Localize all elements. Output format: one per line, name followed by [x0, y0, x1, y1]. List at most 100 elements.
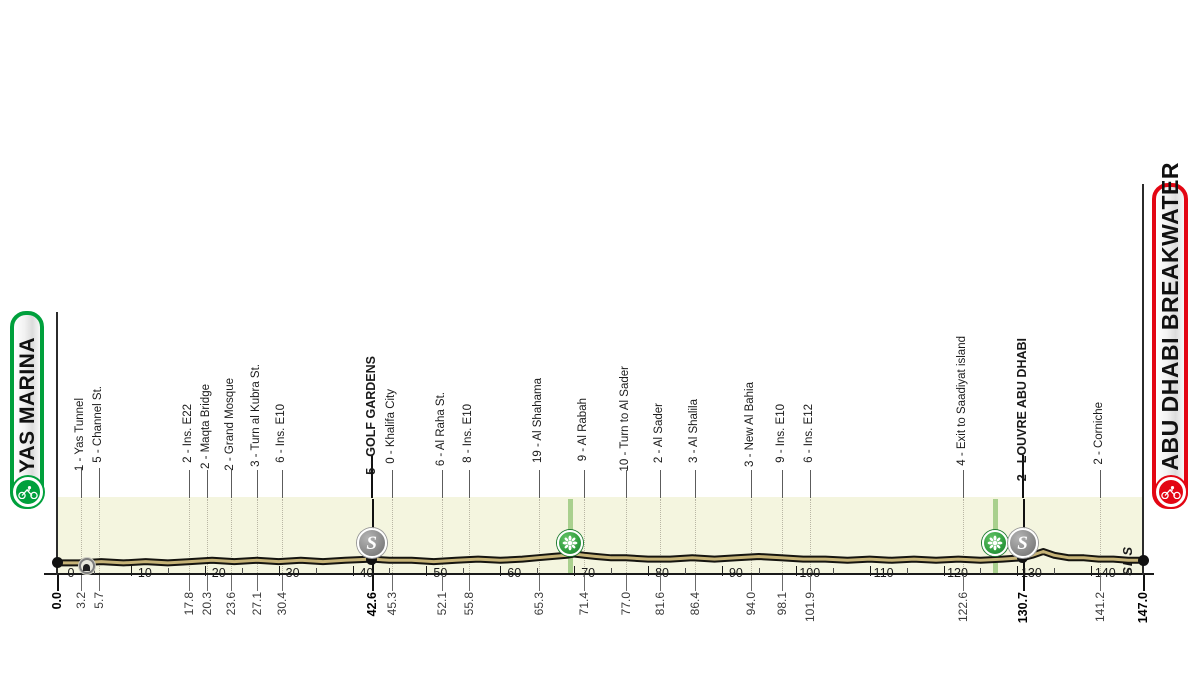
axis-tick-minor [1128, 568, 1130, 574]
axis-tick-label: 70 [581, 566, 596, 580]
poi-stem [206, 470, 208, 498]
axis-tick-minor [906, 568, 908, 574]
poi-label: 2 - Corniche [1093, 402, 1106, 465]
km-label-tick [206, 575, 208, 591]
km-distance-label: 77.0 [618, 592, 633, 616]
poi-label: 2 - LOUVRE ABU DHABI [1014, 338, 1029, 482]
km-label-tick [751, 575, 753, 591]
km-distance-label: 98.1 [774, 592, 789, 616]
poi-stem [695, 470, 697, 498]
axis-tick-label: 80 [655, 566, 669, 580]
km-label-tick [441, 575, 443, 591]
poi-label: 4 - Exit to Saadiyat island [955, 336, 968, 466]
km-label-tick [962, 575, 964, 591]
km-distance-label: 45.3 [384, 592, 399, 616]
axis-tick-major [130, 566, 132, 576]
km-distance-label: 52.1 [434, 592, 449, 616]
axis-tick-minor [241, 568, 243, 574]
poi-stem [281, 470, 283, 498]
poi-stem [231, 470, 233, 498]
poi-inner-guide [99, 499, 101, 573]
poi-label: 3 - Turn al Kubra St. [250, 364, 263, 467]
km-distance-label: 94.0 [744, 592, 759, 616]
poi-label: 6 - Ins. E12 [802, 404, 815, 463]
poi-inner-guide [962, 499, 965, 573]
start-town-banner[interactable]: 5 - YAS MARINA [10, 311, 44, 509]
poi-stem [469, 470, 471, 498]
axis-tick-label: 40 [359, 566, 374, 580]
axis-tick-label: 30 [285, 566, 300, 580]
km-label-tick [1022, 575, 1025, 591]
sprint-s-icon[interactable]: S [356, 528, 387, 558]
axis-tick-minor [758, 568, 760, 574]
sds-watermark: SDS [1120, 546, 1135, 576]
finish-town-label: 5 - ABU DHABI BREAKWATER [1156, 162, 1183, 505]
km-label-tick [281, 575, 283, 591]
poi-inner-guide [188, 499, 191, 573]
poi-stem [1100, 470, 1102, 498]
axis-tick-major [500, 566, 502, 576]
poi-stem [80, 468, 82, 498]
km-distance-label: 147.0 [1136, 592, 1150, 624]
km-distance-label: 0.0 [50, 592, 64, 610]
finish-town-banner[interactable]: 5 - ABU DHABI BREAKWATER [1152, 162, 1188, 509]
poi-stem [962, 470, 964, 498]
poi-stem [391, 470, 393, 498]
axis-tick-major [278, 566, 280, 576]
axis-tick-major [721, 566, 723, 576]
km-label-tick [371, 575, 374, 591]
rosette-glyph [987, 535, 1003, 551]
poi-label: 0 - Khalifa City [384, 389, 397, 464]
poi-label: 3 - Al Shalila [688, 399, 701, 463]
sprint-s-icon[interactable]: S [1007, 528, 1038, 558]
poi-label: 5 - Channel St. [92, 386, 105, 463]
poi-stem [781, 470, 783, 498]
axis-tick-minor [684, 568, 686, 574]
axis-tick-minor [315, 568, 317, 574]
axis-tick-label: 50 [433, 566, 448, 580]
km-distance-label: 71.4 [577, 592, 592, 616]
poi-inner-guide [441, 499, 444, 573]
poi-label: 6 - Al Raha St. [434, 392, 447, 467]
poi-stem [99, 468, 101, 498]
poi-inner-guide [695, 499, 697, 573]
tunnel-icon[interactable] [78, 558, 95, 574]
km-distance-label: 65.3 [532, 592, 547, 616]
poi-node-dot [1137, 554, 1149, 566]
poi-stem [659, 470, 661, 498]
sprint-s-letter: S [1017, 532, 1028, 554]
axis-tick-label: 140 [1094, 566, 1116, 580]
axis-tick-minor [980, 568, 982, 574]
axis-tick-minor [93, 568, 95, 574]
km-distance-label: 42.6 [364, 592, 379, 617]
axis-tick-minor [389, 568, 391, 574]
axis-tick-label: 90 [728, 566, 743, 580]
x-axis-baseline [44, 573, 1154, 575]
poi-inner-guide [391, 499, 394, 573]
poi-stem [809, 470, 811, 498]
km-distance-label: 122.6 [955, 592, 970, 623]
poi-stem [371, 455, 374, 498]
km-label-tick [584, 575, 586, 591]
axis-tick-label: 110 [873, 566, 894, 580]
km-label-tick [257, 575, 259, 591]
km-label-tick [809, 575, 811, 591]
poi-label: 8 - Ins. E10 [462, 404, 475, 463]
km-distance-label: 86.4 [688, 592, 703, 616]
axis-tick-major [795, 566, 797, 576]
poi-stem [441, 470, 443, 498]
poi-inner-guide [809, 499, 812, 573]
poi-label: 9 - Al Rabah [577, 398, 590, 462]
km-label-tick [57, 575, 59, 591]
axis-tick-label: 10 [137, 566, 152, 580]
km-label-tick [781, 575, 783, 591]
axis-tick-major [1091, 566, 1093, 576]
axis-tick-label: 20 [211, 566, 226, 580]
axis-tick-minor [611, 568, 613, 574]
km-distance-label: 55.8 [462, 592, 477, 616]
poi-stem [751, 470, 753, 498]
axis-tick-major [352, 566, 354, 576]
poi-label: 2 - Ins. E22 [181, 404, 194, 463]
km-label-tick [1143, 575, 1145, 591]
